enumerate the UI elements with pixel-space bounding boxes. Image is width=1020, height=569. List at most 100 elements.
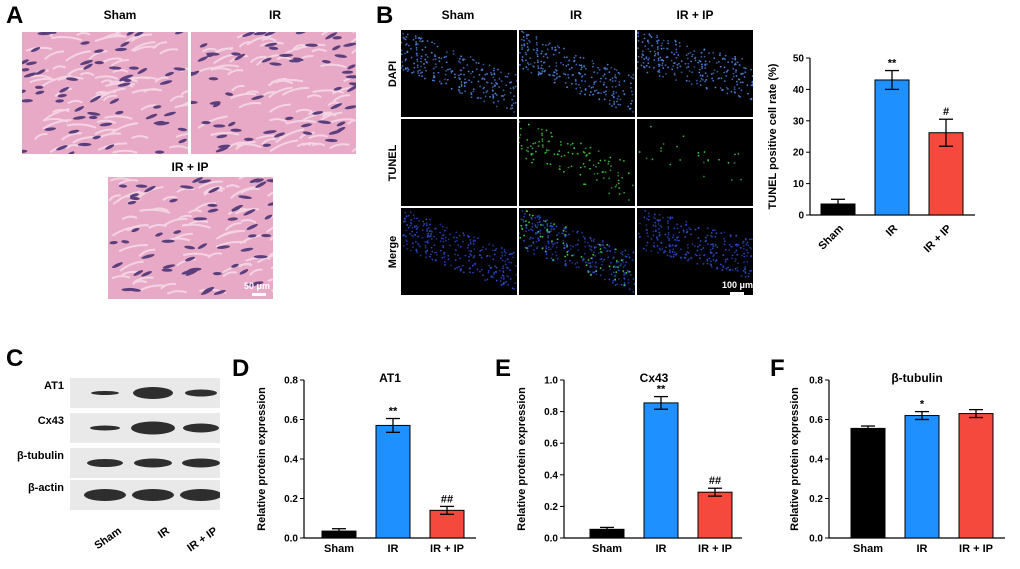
x-tick-label: IR: [917, 543, 928, 555]
y-tick-label: 0.8: [284, 376, 298, 387]
tunel-bar-chart: 0 10 20 30 40 50 TUNEL positive cell rate (%) S…: [767, 54, 975, 255]
fluorescence-tile: [401, 208, 517, 295]
fluorescence-tile: [637, 30, 753, 117]
y-tick-label: 0.4: [284, 455, 298, 466]
fluorescence-tile: [519, 30, 635, 117]
y-tick-label: 10: [793, 179, 805, 190]
x-tick-label: Sham: [816, 222, 846, 252]
significance-mark: ##: [709, 475, 721, 487]
y-axis-label: Relative protein expression: [516, 387, 528, 531]
cx43-bar-chart: Cx43 0.0 0.2 0.4 0.6 0.8 1.0 Relative protein e…: [516, 371, 742, 555]
x-tick-label: IR + IP: [959, 543, 993, 555]
blot-band: [185, 389, 217, 397]
scale-bar-label-100um: 100 μm: [722, 280, 754, 290]
x-tick-label: Sham: [853, 543, 883, 555]
y-axis-label: Relative protein expression: [789, 387, 801, 531]
fluorescence-tile: [519, 119, 635, 206]
blot-band: [87, 459, 123, 467]
y-tick-label: 0.6: [544, 439, 558, 450]
panel-b-col-ir-ip: IR + IP: [676, 8, 714, 22]
panel-a-label-ir-ip: IR + IP: [171, 160, 209, 174]
blot-band: [183, 423, 219, 433]
blot-band: [84, 489, 126, 501]
he-image-ir: [191, 32, 356, 154]
scale-bar-100um: [730, 292, 744, 295]
fluorescence-tile: [519, 208, 635, 295]
blot-band: [182, 458, 220, 468]
y-tick-label: 0.6: [284, 415, 298, 426]
significance-mark: **: [888, 58, 897, 70]
x-tick-label: IR + IP: [430, 543, 464, 555]
x-tick-label: IR: [388, 543, 399, 555]
significance-mark: **: [389, 406, 398, 418]
x-tick-label: IR + IP: [698, 543, 732, 555]
blot-lane-label: IR + IP: [185, 525, 220, 555]
x-tick-label: IR: [656, 543, 667, 555]
blot-lane-label: IR: [155, 525, 172, 542]
blot-strip: [70, 448, 220, 478]
tubulin-bar-chart: β-tubulin 0.0 0.2 0.4 0.6 0.8 Relative protein…: [789, 371, 1005, 555]
fluorescence-tile: [401, 30, 517, 117]
blot-band: [180, 489, 222, 501]
fluorescence-tile: [401, 119, 517, 206]
x-tick-label: Sham: [592, 543, 622, 555]
he-image-sham: [22, 32, 188, 154]
panel-a-label-ir: IR: [269, 8, 281, 22]
x-tick-label: Sham: [324, 543, 354, 555]
y-tick-label: 20: [793, 148, 805, 159]
y-tick-label: 0.2: [284, 494, 298, 505]
blot-strip: [70, 480, 222, 510]
fluorescence-tile: [637, 208, 753, 295]
at1-bar-chart: AT1 0.0 0.2 0.4 0.6 0.8 Relative protein expre…: [256, 371, 476, 555]
y-tick-label: 0.0: [809, 534, 823, 545]
blot-strip: [70, 413, 220, 443]
y-tick-label: 0.0: [284, 534, 298, 545]
panel-e-letter: E: [495, 355, 512, 382]
panel-b-col-sham: Sham: [441, 8, 475, 22]
panel-b-col-ir: IR: [570, 8, 582, 22]
chart-title: AT1: [379, 371, 401, 385]
blot-label-at1: AT1: [44, 380, 64, 392]
y-tick-label: 0.4: [809, 455, 823, 466]
bar-irip: [697, 491, 733, 539]
he-image-ir-ip: 50 μm: [108, 177, 273, 299]
chart-title: β-tubulin: [891, 371, 942, 385]
blot-band: [91, 391, 119, 395]
y-tick-label: 0.2: [809, 494, 823, 505]
y-tick-label: 40: [793, 85, 805, 96]
chart-title: Cx43: [640, 371, 669, 385]
panel-a-label-sham: Sham: [103, 8, 137, 22]
y-tick-label: 0.2: [544, 502, 558, 513]
bar-ir: [904, 415, 940, 539]
bar-ir: [643, 402, 679, 539]
bar-sham: [850, 427, 886, 539]
y-tick-label: 0.4: [544, 470, 558, 481]
panel-b-row-dapi: DAPI: [387, 60, 399, 88]
scale-bar-label-50um: 50 μm: [244, 281, 271, 291]
y-tick-label: 0.0: [544, 534, 558, 545]
panel-b-row-tunel: TUNEL: [387, 144, 399, 182]
panel-b-letter: B: [376, 2, 394, 29]
blot-band: [132, 489, 174, 501]
blot-band: [134, 458, 172, 468]
y-tick-label: 0: [798, 211, 804, 222]
blot-label-tubulin: β-tubulin: [16, 450, 64, 462]
blot-strip: [70, 378, 220, 408]
y-tick-label: 0.8: [809, 376, 823, 387]
blot-label-cx43: Cx43: [37, 415, 64, 427]
scale-bar-50um: [252, 293, 266, 296]
blot-lane-label: Sham: [92, 525, 124, 553]
bar-ir: [375, 424, 411, 539]
fluorescence-tile: [637, 119, 753, 206]
panel-d-letter: D: [232, 355, 250, 382]
y-tick-label: 30: [793, 116, 805, 127]
x-tick-label: IR + IP: [922, 223, 954, 255]
y-tick-label: 1.0: [544, 376, 558, 387]
blot-band: [131, 421, 175, 435]
bar-ir: [874, 79, 910, 216]
y-tick-label: 50: [793, 54, 805, 65]
y-tick-label: 0.6: [809, 415, 823, 426]
blot-band: [133, 387, 173, 399]
panel-b-row-merge: Merge: [387, 235, 399, 269]
blot-band: [90, 425, 120, 431]
